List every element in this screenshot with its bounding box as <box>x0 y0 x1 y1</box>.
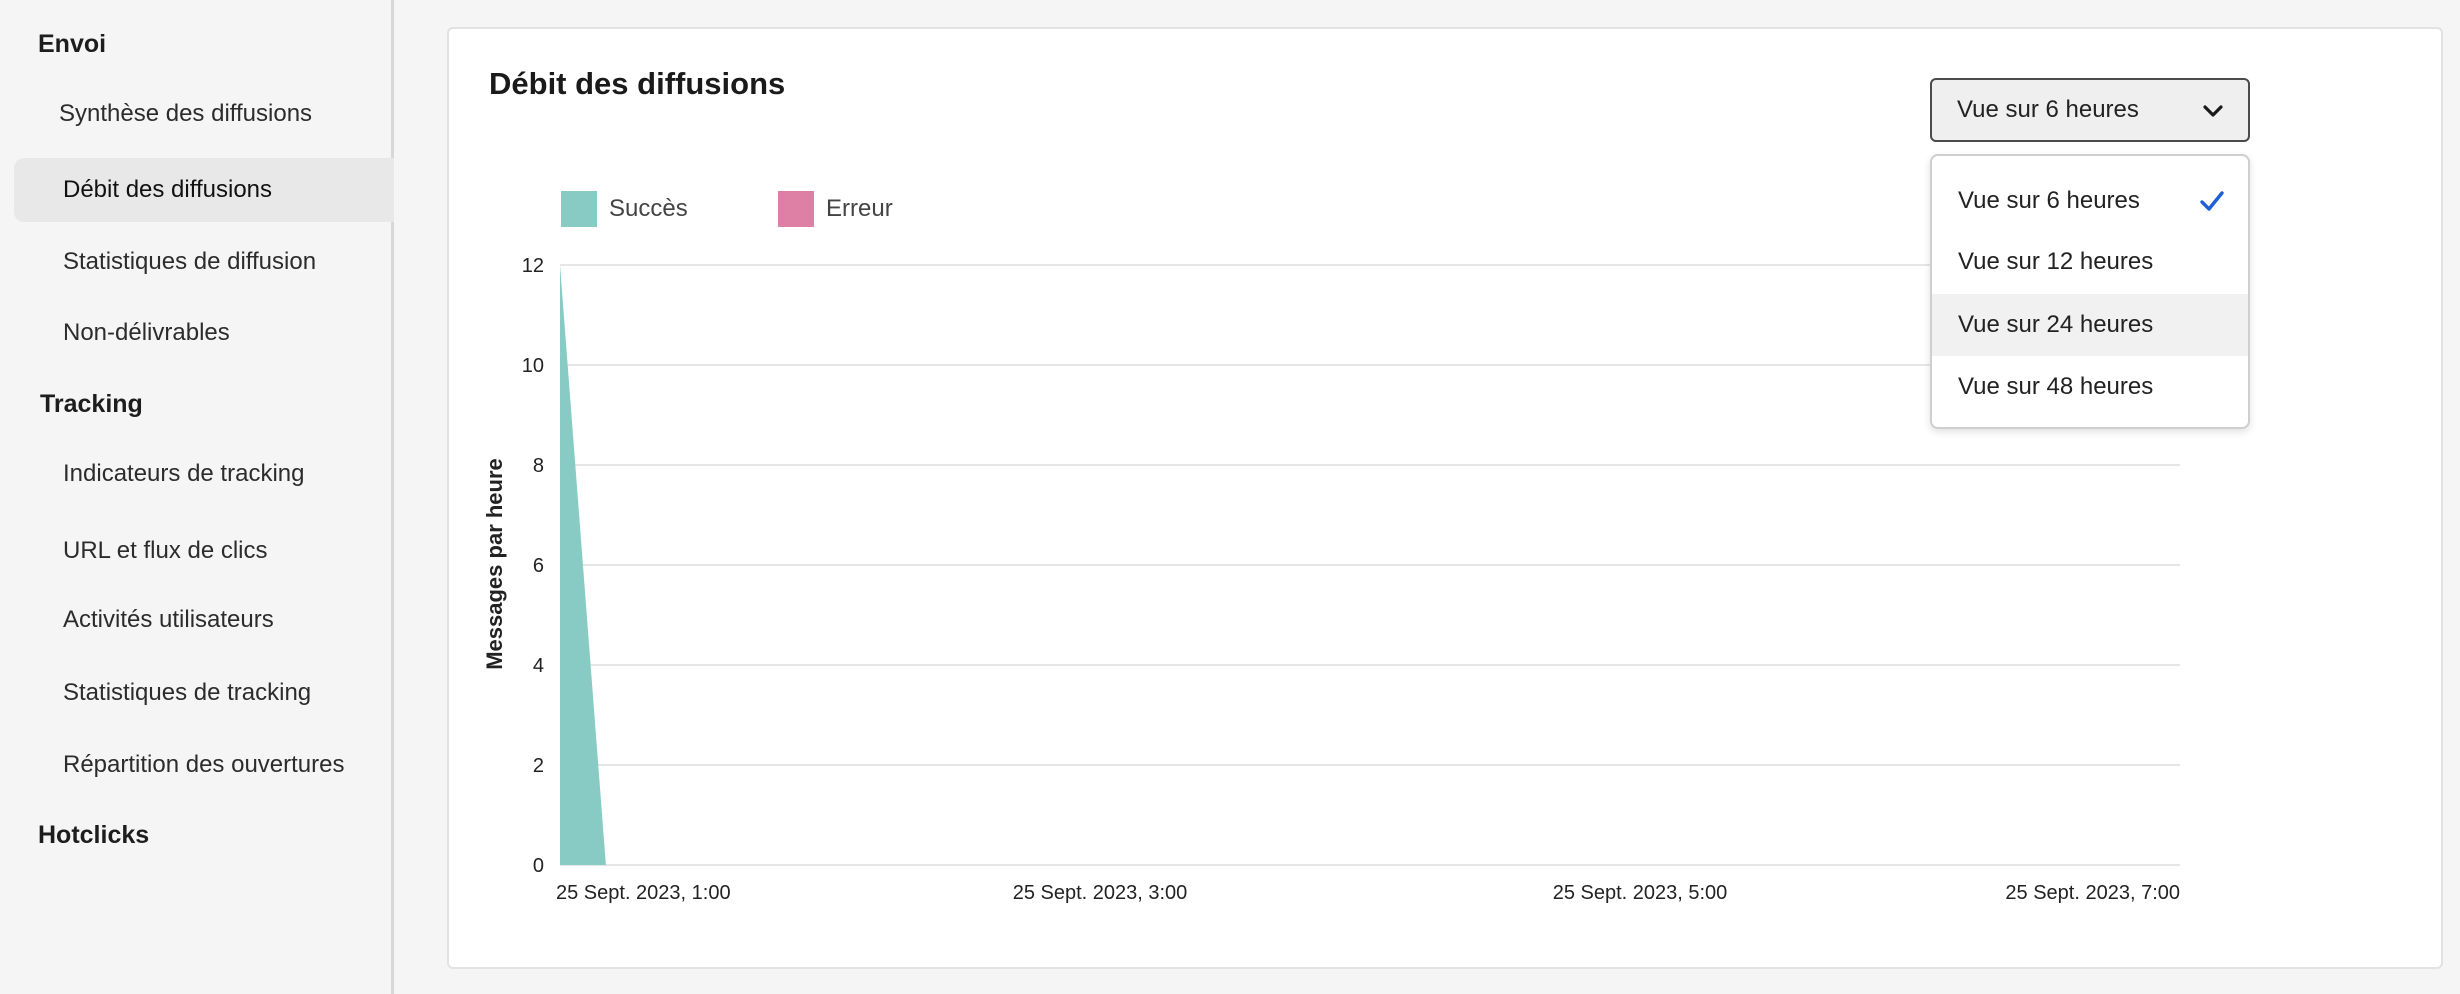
legend-swatch-erreur <box>778 191 814 227</box>
legend-swatch-succes <box>561 191 597 227</box>
sidebar-item-label: Activités utilisateurs <box>63 606 274 633</box>
menu-option-label: Vue sur 12 heures <box>1958 248 2154 275</box>
sidebar-item-label: Débit des diffusions <box>63 176 273 203</box>
menu-option-label: Vue sur 6 heures <box>1958 187 2140 214</box>
y-tick-label: 4 <box>533 655 544 677</box>
menu-option-48h[interactable]: Vue sur 48 heures <box>1932 356 2248 418</box>
legend-label: Succès <box>609 195 688 222</box>
sidebar-item-url-flux-clics[interactable]: URL et flux de clics <box>14 519 394 583</box>
sidebar-item-activites-utilisateurs[interactable]: Activités utilisateurs <box>14 588 394 652</box>
throughput-chart: 0 2 4 6 8 10 12 25 Sept. 2023, 1:00 25 Sept. 202… <box>522 255 2180 904</box>
y-tick-label: 12 <box>522 255 544 277</box>
x-tick-label: 25 Sept. 2023, 7:00 <box>2005 882 2180 904</box>
menu-option-label: Vue sur 48 heures <box>1958 373 2154 400</box>
chevron-down-icon <box>2203 105 2223 117</box>
legend-label: Erreur <box>826 195 893 222</box>
sidebar-item-label: Synthèse des diffusions <box>59 100 313 127</box>
x-tick-label: 25 Sept. 2023, 1:00 <box>556 882 731 904</box>
sidebar-item-synthese[interactable]: Synthèse des diffusions <box>14 82 394 146</box>
series-area-succes <box>560 265 606 865</box>
x-tick-label: 25 Sept. 2023, 5:00 <box>1553 882 1728 904</box>
sidebar-item-label: Répartition des ouvertures <box>63 751 345 778</box>
sidebar-item-label: Non-délivrables <box>63 319 230 346</box>
y-tick-label: 8 <box>533 455 544 477</box>
timeframe-dropdown[interactable]: Vue sur 6 heures <box>1930 78 2250 142</box>
dropdown-selected-label: Vue sur 6 heures <box>1957 96 2139 123</box>
sidebar-item-non-delivrables[interactable]: Non-délivrables <box>14 301 394 365</box>
menu-option-12h[interactable]: Vue sur 12 heures <box>1932 231 2248 293</box>
sidebar-item-label: Statistiques de tracking <box>63 679 312 706</box>
sidebar-item-repartition-ouvertures[interactable]: Répartition des ouvertures <box>14 733 394 797</box>
y-tick-label: 6 <box>533 555 544 577</box>
page-title: Débit des diffusions <box>489 66 786 101</box>
y-tick-label: 0 <box>533 855 544 877</box>
sidebar-item-label: Indicateurs de tracking <box>63 460 305 487</box>
sidebar-item-statistiques-tracking[interactable]: Statistiques de tracking <box>14 661 394 725</box>
sidebar-item-debit[interactable]: Débit des diffusions <box>14 158 394 222</box>
timeframe-menu: Vue sur 6 heures Vue sur 12 heures Vue s… <box>1930 154 2250 429</box>
y-tick-label: 10 <box>522 355 544 377</box>
section-title-envoi: Envoi <box>38 30 107 58</box>
sidebar-item-label: URL et flux de clics <box>63 537 268 564</box>
menu-option-label: Vue sur 24 heures <box>1958 311 2154 338</box>
sidebar-item-indicateurs-tracking[interactable]: Indicateurs de tracking <box>14 442 394 506</box>
sidebar-item-statistiques-diffusion[interactable]: Statistiques de diffusion <box>14 230 394 294</box>
x-tick-label: 25 Sept. 2023, 3:00 <box>1013 882 1188 904</box>
checkmark-icon <box>2200 191 2224 211</box>
menu-option-6h[interactable]: Vue sur 6 heures <box>1932 170 2248 232</box>
menu-option-24h[interactable]: Vue sur 24 heures <box>1932 294 2248 356</box>
y-tick-label: 2 <box>533 755 544 777</box>
sidebar: Envoi Synthèse des diffusions Débit des … <box>0 0 394 994</box>
section-title-hotclicks[interactable]: Hotclicks <box>38 821 150 849</box>
section-title-tracking: Tracking <box>40 390 143 418</box>
sidebar-item-label: Statistiques de diffusion <box>63 248 317 275</box>
